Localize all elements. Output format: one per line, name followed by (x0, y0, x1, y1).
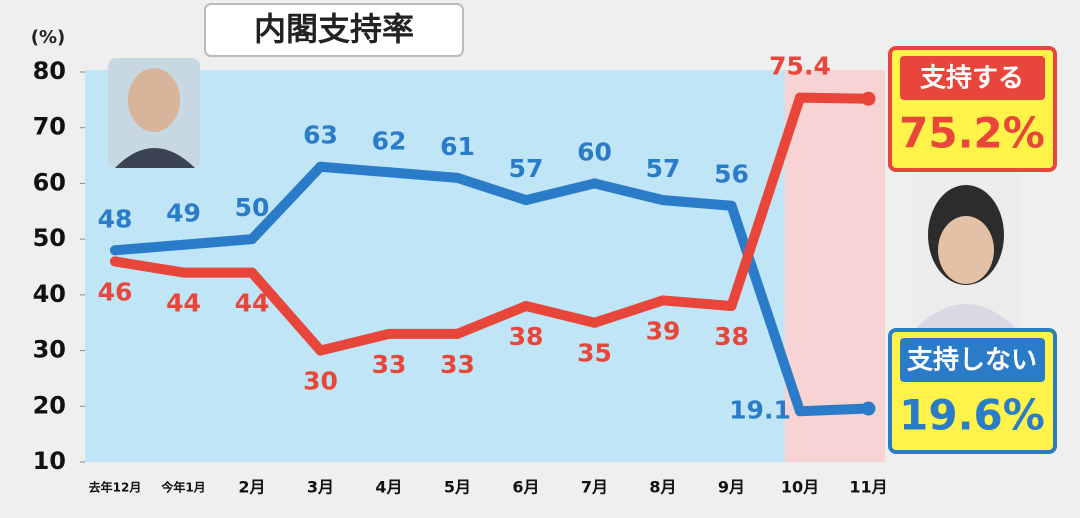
plot-background (85, 70, 785, 462)
x-tick-label: 7月 (581, 478, 608, 497)
data-label: 48 (98, 204, 133, 233)
point (795, 92, 805, 103)
x-tick-label: 10月 (781, 478, 819, 497)
y-tick-label: 50 (33, 224, 66, 252)
data-label: 50 (235, 193, 270, 222)
callout-nonsupport: 支持しない 19.6% (888, 328, 1057, 454)
portrait-right (912, 172, 1020, 328)
legend-label: 支持する (920, 64, 1024, 94)
y-tick-label: 60 (33, 168, 66, 196)
point (315, 161, 326, 172)
x-tick-label: 11月 (849, 478, 887, 497)
x-tick-label: 9月 (718, 478, 745, 497)
point (110, 245, 120, 256)
point (178, 267, 189, 278)
x-tick-label: 3月 (307, 478, 334, 497)
data-label: 38 (509, 322, 544, 351)
data-label: 49 (166, 199, 201, 228)
data-label: 38 (714, 322, 749, 351)
point (521, 195, 531, 206)
y-tick-label: 70 (33, 113, 66, 141)
data-label: 56 (714, 160, 749, 189)
y-tick-label: 40 (33, 280, 66, 308)
y-tick-label: 80 (33, 57, 66, 85)
point (178, 239, 189, 250)
x-tick-label: 5月 (444, 478, 471, 497)
point (589, 178, 600, 189)
y-tick-label: 10 (33, 447, 66, 475)
data-label: 63 (303, 121, 338, 150)
title-box (204, 3, 464, 57)
callout-value: 75.2% (899, 109, 1045, 158)
chart-title: 内閣支持率 (254, 10, 414, 48)
data-label: 44 (235, 289, 270, 318)
data-label: 57 (646, 154, 681, 183)
data-label: 33 (440, 350, 475, 379)
point (452, 328, 463, 339)
y-tick-label: 30 (33, 336, 66, 364)
portrait-left (108, 58, 200, 168)
series-line (110, 92, 874, 356)
plot-background-highlight (785, 70, 885, 462)
point (726, 301, 737, 311)
data-label: 60 (577, 137, 612, 166)
point (110, 256, 120, 267)
x-tick-label: 去年12月 (89, 480, 142, 495)
y-tick-label: 20 (33, 391, 66, 419)
data-label: 44 (166, 289, 201, 318)
point (384, 328, 394, 339)
point (247, 267, 257, 278)
point (861, 401, 876, 416)
point (247, 234, 257, 245)
point (795, 406, 805, 417)
x-tick-label: 今年1月 (160, 480, 205, 495)
data-label: 30 (303, 367, 338, 396)
point (315, 345, 326, 356)
point (521, 301, 531, 311)
data-label: 57 (509, 154, 544, 183)
legend-label: 支持しない (907, 346, 1037, 376)
point (384, 167, 394, 178)
point (589, 317, 600, 328)
data-label: 33 (372, 350, 407, 379)
point (658, 195, 668, 206)
x-tick-label: 6月 (512, 478, 539, 497)
callout-support: 支持する 75.2% (888, 46, 1057, 172)
data-label: 61 (440, 132, 475, 161)
x-tick-label: 4月 (375, 478, 402, 497)
data-label: 46 (98, 277, 133, 306)
point (861, 91, 876, 106)
y-axis-label: (%) (31, 27, 66, 48)
point (452, 172, 463, 183)
data-label: 19.1 (729, 395, 791, 424)
point (658, 295, 668, 306)
x-tick-label: 2月 (238, 478, 265, 497)
point (726, 200, 737, 211)
callout-value: 19.6% (899, 391, 1045, 440)
series-line (110, 161, 874, 417)
data-label: 35 (577, 339, 612, 368)
data-label: 39 (646, 316, 681, 345)
x-tick-label: 8月 (649, 478, 676, 497)
data-label: 62 (372, 126, 407, 155)
data-label: 75.4 (769, 52, 831, 81)
